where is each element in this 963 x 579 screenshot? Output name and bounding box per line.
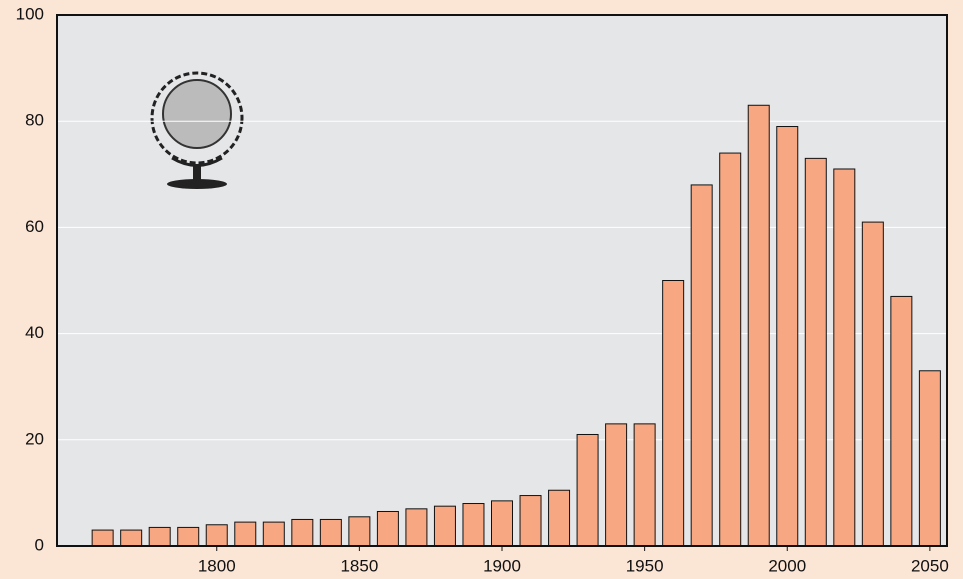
bar (491, 500, 513, 547)
bar (890, 295, 913, 547)
bar (747, 104, 770, 547)
y-tick-label: 20 (25, 429, 44, 448)
bar (291, 518, 314, 547)
bar (690, 184, 713, 547)
bar (120, 529, 143, 547)
bar (633, 423, 656, 547)
y-tick-label: 0 (35, 535, 44, 554)
y-tick-label: 80 (25, 111, 44, 130)
bar (205, 524, 228, 547)
bar (91, 529, 114, 547)
bar (177, 526, 200, 547)
bar (776, 126, 799, 547)
globe-icon (150, 71, 244, 189)
bar (833, 168, 856, 547)
bar (262, 521, 285, 547)
bar (804, 157, 827, 547)
bar (918, 370, 941, 547)
x-tick-label: 2050 (911, 556, 949, 575)
y-tick-label: 60 (25, 217, 44, 236)
x-tick-label: 1850 (340, 556, 378, 575)
y-tick-label: 100 (16, 4, 44, 23)
bar (719, 152, 742, 547)
x-tick-label: 1800 (198, 556, 236, 575)
bar (319, 518, 342, 547)
y-tick-label: 40 (25, 323, 44, 342)
bar (519, 495, 542, 547)
bar (861, 221, 884, 547)
bar (405, 508, 428, 547)
bar (376, 510, 399, 547)
bar (576, 433, 599, 547)
bar (548, 489, 571, 547)
bar (433, 505, 456, 547)
bar (148, 526, 171, 547)
bar (348, 516, 371, 547)
x-tick-label: 2000 (768, 556, 806, 575)
x-tick-label: 1950 (626, 556, 664, 575)
bar (662, 280, 685, 547)
bar (462, 503, 485, 547)
x-tick-label: 1900 (483, 556, 521, 575)
bar (234, 521, 257, 547)
bar (605, 423, 628, 547)
